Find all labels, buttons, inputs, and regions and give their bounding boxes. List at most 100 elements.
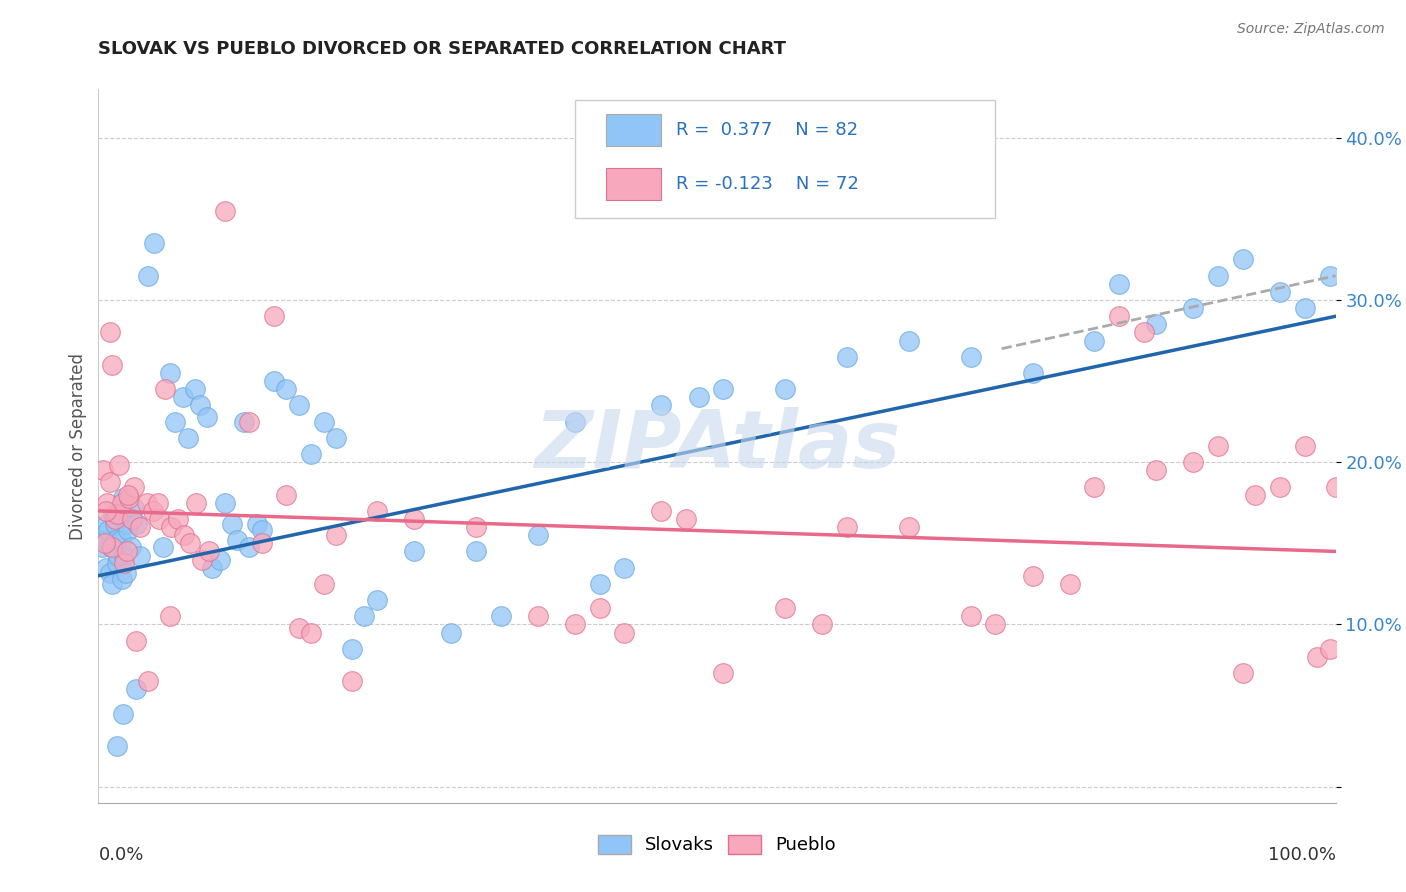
Point — [176, 431, 198, 445]
Text: 100.0%: 100.0% — [1268, 846, 1336, 863]
Point — [111, 572, 134, 586]
Text: R = -0.123    N = 72: R = -0.123 N = 72 — [676, 175, 859, 193]
Point — [526, 528, 548, 542]
Point — [98, 475, 121, 489]
Point — [112, 706, 135, 721]
Point — [1021, 568, 1043, 582]
Point — [112, 556, 135, 570]
Point — [238, 540, 260, 554]
Point — [263, 310, 285, 324]
Point — [233, 415, 256, 429]
Point — [526, 609, 548, 624]
Point — [288, 621, 311, 635]
Point — [159, 366, 181, 380]
Point — [366, 504, 388, 518]
Point — [136, 268, 159, 283]
Point — [142, 504, 165, 518]
Point — [105, 507, 128, 521]
Point — [148, 512, 170, 526]
Point — [402, 512, 425, 526]
FancyBboxPatch shape — [575, 100, 995, 218]
Point — [1232, 252, 1254, 267]
Point — [1182, 455, 1205, 469]
Point — [97, 524, 120, 538]
Point — [195, 409, 218, 424]
Point — [186, 496, 208, 510]
Point — [238, 415, 260, 429]
Point — [98, 326, 121, 340]
Point — [1306, 649, 1329, 664]
Point — [773, 601, 796, 615]
Point — [100, 540, 122, 554]
Point — [613, 625, 636, 640]
Point — [214, 496, 236, 510]
Point — [588, 577, 610, 591]
Point — [489, 609, 512, 624]
Point — [101, 540, 124, 554]
Point — [135, 496, 157, 510]
Point — [208, 552, 231, 566]
Point — [325, 528, 347, 542]
Point — [897, 334, 920, 348]
Point — [221, 516, 243, 531]
Point — [165, 415, 187, 429]
Point — [250, 524, 273, 538]
Point — [353, 609, 375, 624]
Point — [103, 512, 125, 526]
Point — [159, 609, 181, 624]
Point — [1294, 439, 1316, 453]
Point — [959, 609, 981, 624]
Point — [246, 516, 269, 531]
Point — [96, 516, 118, 531]
Point — [811, 617, 834, 632]
Point — [1133, 326, 1156, 340]
Point — [688, 390, 710, 404]
Point — [773, 382, 796, 396]
Point — [114, 566, 136, 580]
Point — [340, 641, 363, 656]
Bar — [606, 114, 661, 146]
Point — [107, 549, 129, 564]
Point — [104, 533, 127, 547]
Point — [650, 399, 672, 413]
Point — [94, 560, 117, 574]
Point — [1144, 463, 1167, 477]
Point — [108, 507, 131, 521]
Point — [124, 479, 146, 493]
Point — [94, 504, 117, 518]
Point — [110, 533, 132, 547]
Point — [276, 382, 298, 396]
Point — [172, 390, 194, 404]
Point — [115, 544, 138, 558]
Point — [1206, 268, 1229, 283]
Point — [1319, 641, 1341, 656]
Point — [312, 577, 335, 591]
Point — [117, 488, 139, 502]
Point — [299, 625, 322, 640]
Point — [98, 566, 121, 580]
Point — [1144, 318, 1167, 332]
Point — [588, 601, 610, 615]
Point — [366, 593, 388, 607]
Point — [197, 544, 219, 558]
Point — [103, 507, 125, 521]
Point — [173, 528, 195, 542]
Point — [1319, 268, 1341, 283]
Point — [112, 549, 135, 564]
Point — [105, 739, 128, 753]
Point — [835, 350, 858, 364]
Point — [650, 504, 672, 518]
Point — [835, 520, 858, 534]
Point — [143, 236, 166, 251]
Point — [136, 674, 159, 689]
Point — [115, 516, 138, 531]
Point — [1083, 479, 1105, 493]
Point — [108, 458, 131, 473]
Point — [117, 524, 139, 538]
Point — [1232, 666, 1254, 681]
Point — [125, 516, 148, 531]
Point — [124, 682, 146, 697]
Point — [1108, 277, 1130, 291]
Point — [201, 560, 224, 574]
Point — [897, 520, 920, 534]
